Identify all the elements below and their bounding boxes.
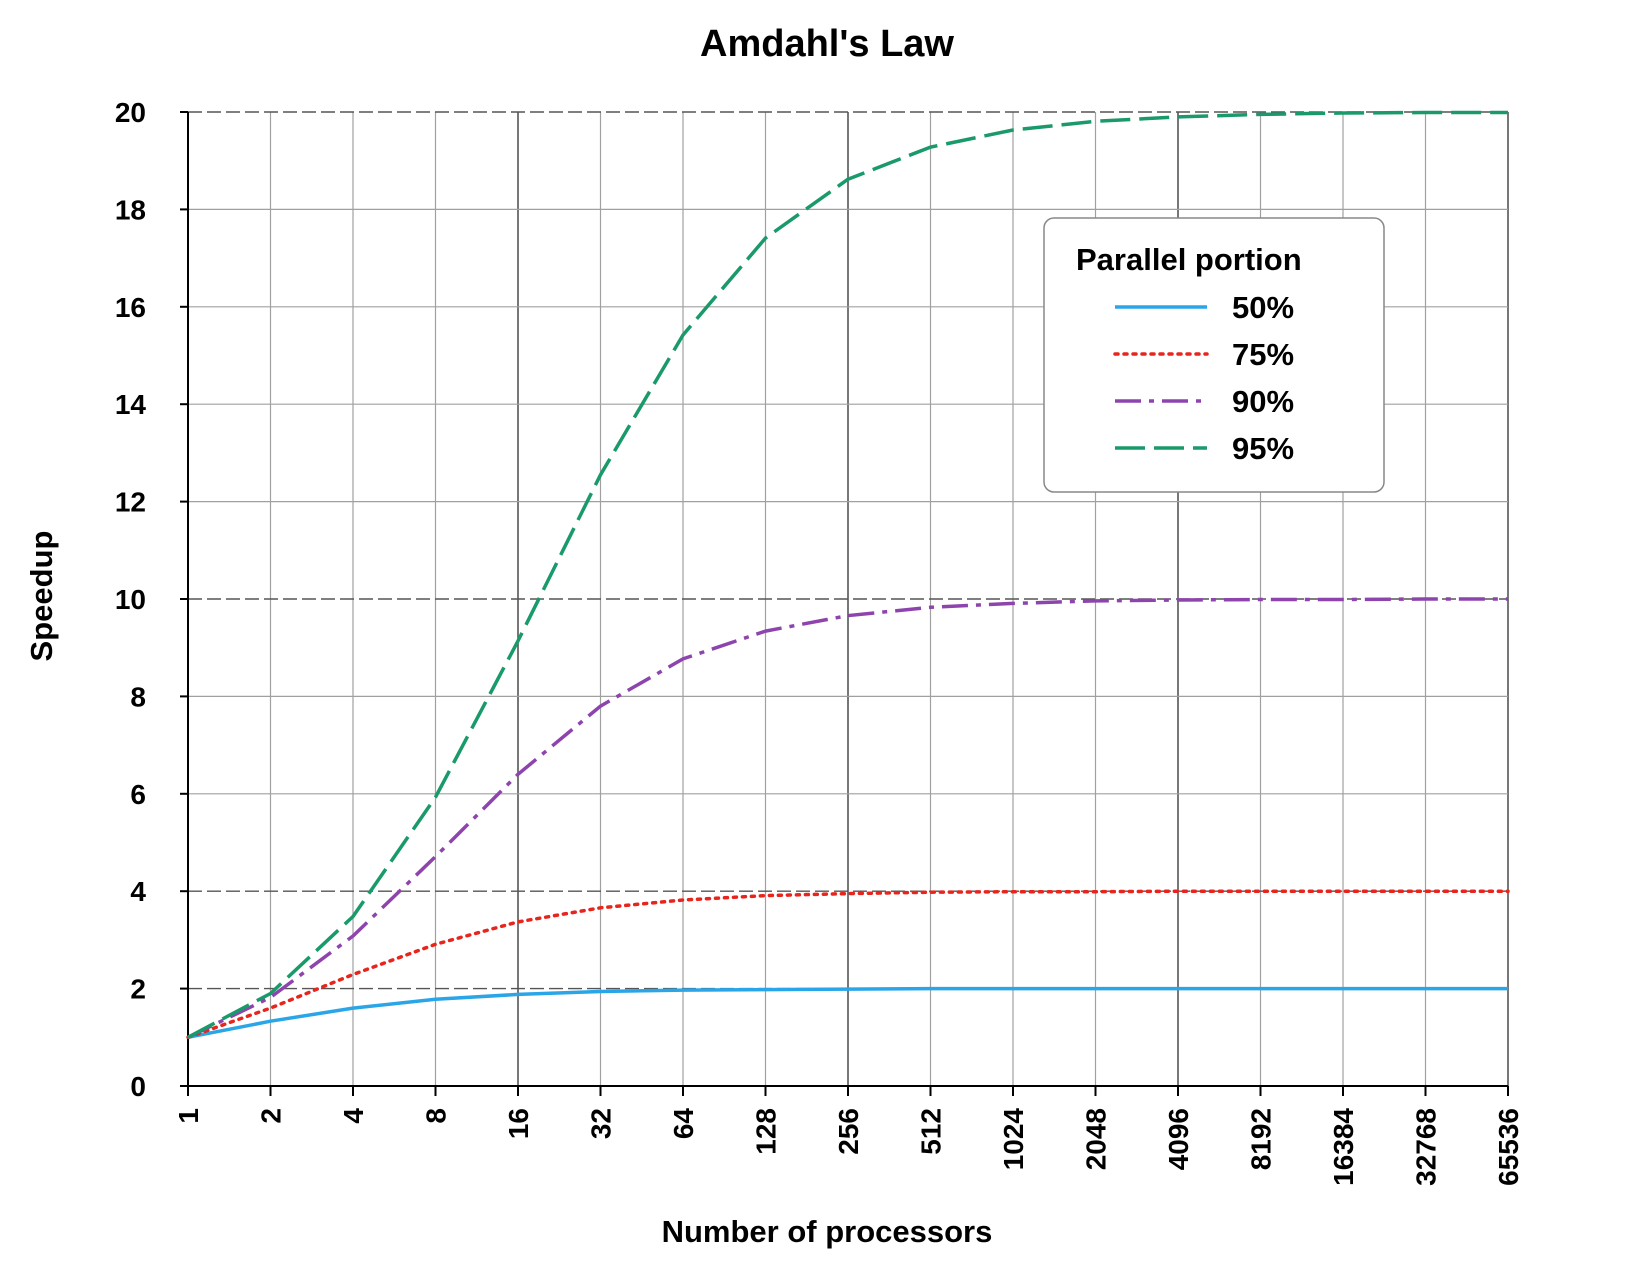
series-lines: [186, 110, 1510, 1040]
y-tick-label: 18: [115, 194, 146, 225]
y-tick-label: 0: [130, 1071, 146, 1102]
series-line-90pct: [187, 597, 1508, 1039]
legend-label: 75%: [1232, 337, 1294, 372]
y-tick-label: 2: [130, 974, 146, 1005]
legend-label: 90%: [1232, 384, 1294, 419]
y-tick-label: 14: [115, 389, 147, 420]
y-tick-label: 6: [130, 779, 146, 810]
legend-box: [1043, 217, 1385, 493]
series-line-95pct: [187, 110, 1508, 1039]
legend-label: 95%: [1232, 431, 1294, 466]
legend-items: 50% 75% 90% 95%: [1113, 290, 1294, 466]
y-tick-label: 8: [130, 681, 146, 712]
x-tick-label: 16384: [1328, 1108, 1359, 1186]
x-tick-label: 8192: [1246, 1108, 1277, 1170]
x-tick-label: 64: [668, 1108, 699, 1140]
series-line-75pct: [186, 889, 1510, 1040]
x-axis-label: Number of processors: [662, 1214, 993, 1249]
y-axis-label: Speedup: [24, 531, 59, 662]
y-tick-label: 10: [115, 584, 146, 615]
x-tick-label: 32: [586, 1108, 617, 1139]
legend: Parallel portion 50% 75% 90% 95%: [1043, 217, 1385, 493]
x-tick-label: 1024: [998, 1108, 1029, 1171]
x-tick-label: 2048: [1081, 1108, 1112, 1170]
series-line-50pct: [187, 986, 1508, 1040]
y-tick-label: 4: [130, 876, 146, 907]
y-tick-label: 16: [115, 292, 146, 323]
x-tick-label: 2: [256, 1108, 287, 1124]
x-tick-label: 16: [503, 1108, 534, 1139]
legend-title: Parallel portion: [1076, 242, 1302, 277]
x-tick-label: 256: [833, 1108, 864, 1155]
x-tick-label: 4096: [1163, 1108, 1194, 1170]
x-tick-label: 65536: [1493, 1108, 1524, 1186]
x-tick-label: 1: [173, 1108, 204, 1124]
x-tick-label: 128: [751, 1108, 782, 1155]
x-tick-label: 512: [916, 1108, 947, 1155]
x-tick-label: 32768: [1411, 1108, 1442, 1186]
y-tick-label: 20: [115, 97, 146, 128]
x-tick-label: 8: [421, 1108, 452, 1124]
chart-title: Amdahl's Law: [700, 23, 954, 65]
y-tick-label: 12: [115, 487, 146, 518]
x-tick-label: 4: [338, 1108, 369, 1124]
legend-label: 50%: [1232, 290, 1294, 325]
tick-labels: 1 2 4 8 16 32 64 128 256 512 1024 2048 4096 8192 16384…: [115, 97, 1524, 1186]
